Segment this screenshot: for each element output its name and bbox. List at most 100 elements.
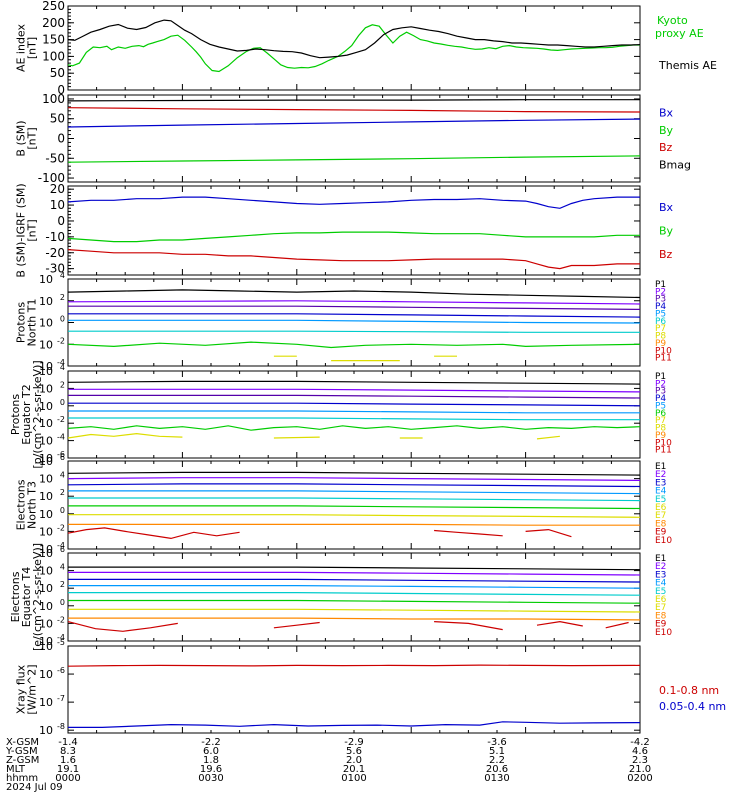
legend-entry: E9	[655, 528, 667, 538]
legend-entry: proxy AE	[655, 27, 704, 40]
ephemeris-value: 0100	[341, 773, 366, 784]
series-line-e8	[68, 617, 641, 621]
legend-entry: E10	[655, 536, 672, 546]
series-line-e5	[68, 497, 641, 502]
series-line-p3	[68, 305, 641, 310]
y-tick-label: 50	[50, 66, 65, 80]
series-line-e9	[536, 620, 583, 627]
y-tick-exponent: 4	[60, 471, 65, 480]
y-tick-label: 10	[39, 565, 53, 578]
ephemeris-value: 2.0	[346, 755, 362, 766]
legend-entry: By	[659, 124, 674, 137]
y-tick-exponent: -6	[57, 666, 65, 675]
ephemeris-value: 8.3	[60, 746, 76, 757]
y-tick-exponent: 4	[60, 363, 65, 372]
series-line-by	[67, 231, 640, 243]
y-tick-label: 10	[39, 455, 53, 468]
y-tick-label: 10	[39, 365, 53, 378]
ephemeris-value: 1.6	[60, 755, 76, 766]
series-line-e9	[525, 528, 572, 538]
ephemeris-row-label: hhmm	[6, 773, 38, 784]
y-tick-label: 250	[42, 0, 65, 13]
panel-frame	[67, 370, 641, 459]
y-axis-label: Equator T4	[20, 567, 33, 627]
series-line-p8	[67, 432, 183, 439]
legend-entry: P11	[655, 446, 672, 456]
legend-entry: Themis AE	[658, 59, 717, 72]
y-tick-exponent: -2	[57, 415, 65, 424]
legend-entry: P4	[655, 394, 666, 404]
legend-entry: E1	[655, 554, 666, 564]
y-axis-label: Protons	[9, 394, 22, 435]
y-tick-exponent: -2	[57, 615, 65, 624]
y-axis-label: [p/(cm^2-s-sr-keV)]	[31, 360, 44, 468]
legend-entry: P2	[655, 379, 666, 389]
legend-entry: P1	[655, 280, 666, 290]
y-tick-label: -100	[38, 171, 65, 185]
series-line-e6	[68, 599, 641, 604]
ephemeris-value: 0030	[198, 773, 223, 784]
series-line-kyoto-proxy-ae	[67, 24, 640, 73]
y-axis-label: Xray flux	[15, 664, 28, 714]
y-tick-label: 10	[39, 640, 53, 653]
y-axis-label: Electrons	[9, 571, 22, 622]
legend-entry: E5	[655, 495, 666, 505]
y-tick-label: 10	[39, 696, 53, 709]
y-axis-label: [W/m^2]	[26, 664, 39, 714]
y-tick-exponent: 4	[60, 271, 65, 280]
legend-entry: E6	[655, 503, 667, 513]
y-axis-label: B (SM)	[15, 120, 28, 156]
y-tick-label: 50	[50, 112, 65, 126]
legend-entry: E6	[655, 595, 667, 605]
series-line-p6	[68, 330, 640, 333]
legend-entry: P3	[655, 387, 666, 397]
ephemeris-value: 2.2	[489, 755, 505, 766]
ephemeris-value: -3.6	[487, 737, 507, 748]
legend-entry: E8	[655, 611, 667, 621]
y-tick-label: 100	[42, 92, 65, 106]
y-tick-exponent: -4	[57, 433, 65, 442]
ephemeris-value: -2.9	[344, 737, 364, 748]
legend-entry: P11	[655, 354, 672, 364]
ephemeris-value: 1.8	[203, 755, 219, 766]
y-axis-label: North T1	[26, 299, 39, 347]
y-tick-exponent: 0	[60, 506, 65, 515]
y-tick-label: 0	[57, 132, 65, 146]
series-line-e9	[67, 527, 240, 540]
legend-entry: E3	[655, 570, 666, 580]
series-line-by	[67, 118, 641, 128]
y-tick-label: 10	[39, 360, 53, 373]
legend-entry: P8	[655, 332, 666, 342]
y-tick-exponent: 2	[60, 580, 65, 589]
ephemeris-value: 5.6	[346, 746, 362, 757]
series-line-e9	[273, 621, 320, 629]
y-axis-label: AE index	[15, 23, 28, 72]
legend-entry: P8	[655, 424, 666, 434]
ephemeris-row-label: X-GSM	[6, 737, 39, 748]
y-tick-label: 10	[39, 668, 53, 681]
ephemeris-value: 21.0	[629, 764, 651, 775]
plot-date: 2024 Jul 09	[6, 782, 63, 793]
y-tick-label: -10	[45, 230, 65, 244]
legend-entry: P2	[655, 287, 666, 297]
series-line-p8	[273, 436, 320, 439]
y-tick-label: -30	[45, 262, 65, 276]
ephemeris-value: -4.2	[630, 737, 650, 748]
ephemeris-value: 5.1	[489, 746, 505, 757]
legend-entry: P5	[655, 309, 666, 319]
y-tick-exponent: 0	[60, 315, 65, 324]
y-tick-exponent: -5	[57, 638, 65, 647]
y-tick-exponent: 0	[60, 398, 65, 407]
y-tick-label: 10	[39, 635, 53, 648]
y-tick-exponent: -2	[57, 336, 65, 345]
series-line-e3	[67, 483, 641, 488]
y-tick-exponent: -4	[57, 633, 65, 642]
series-line-p4	[68, 313, 641, 318]
series-line-p7	[67, 425, 641, 431]
y-tick-exponent: -4	[57, 358, 65, 367]
legend-entry: E5	[655, 587, 666, 597]
legend-entry: E10	[655, 628, 672, 638]
y-tick-exponent: -8	[57, 722, 65, 731]
y-tick-label: -50	[45, 151, 65, 165]
legend-entry: E1	[655, 462, 666, 472]
